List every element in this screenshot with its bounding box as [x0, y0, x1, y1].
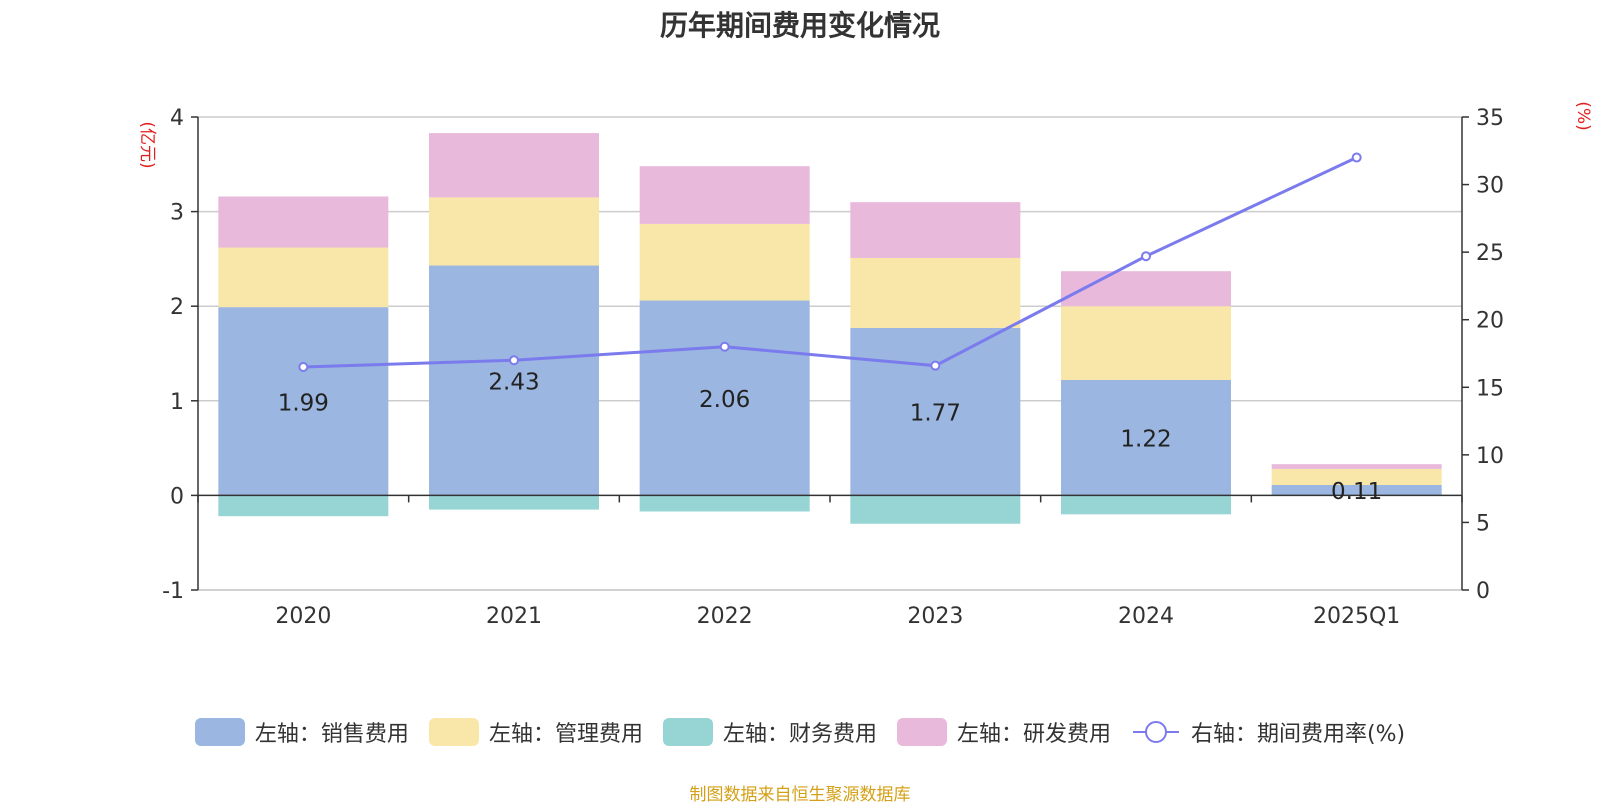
sales-value-label: 2.43 [488, 369, 539, 395]
right-axis-unit-label: (%) [1573, 101, 1593, 130]
legend-label-rnd: 左轴：研发费用 [956, 722, 1111, 747]
sales-value-label: 2.06 [699, 387, 750, 413]
bar-segment [429, 133, 599, 198]
right-axis-tick-label: 35 [1476, 106, 1504, 131]
data-labels: 1.99 2.43 2.06 1.77 1.22 0.11 [278, 369, 1383, 505]
category-label: 2021 [486, 604, 542, 629]
legend-swatch-admin [428, 718, 479, 746]
left-axis-unit-label: (亿元) [137, 121, 157, 168]
category-label: 2022 [697, 604, 753, 629]
left-axis-tick-label: 3 [170, 201, 184, 226]
legend-label-finance: 左轴：财务费用 [722, 722, 877, 747]
rate-point [1351, 152, 1362, 163]
bar-segment [1061, 379, 1231, 496]
sales-value-label: 0.11 [1331, 479, 1382, 505]
bar-segment [850, 257, 1021, 328]
legend-item-rate[interactable]: 右轴：期间费用率(%) [1131, 716, 1405, 748]
rate-point [1141, 251, 1151, 262]
sales-value-label: 1.77 [910, 401, 961, 427]
source-note: 制图数据来自恒生聚源数据库 [689, 785, 911, 805]
right-axis-tick-label: 10 [1476, 444, 1504, 469]
sales-value-label: 1.22 [1120, 427, 1171, 453]
bar-segment [429, 197, 599, 266]
bar-segment [1061, 495, 1231, 515]
legend-item-admin[interactable]: 左轴：管理费用 [428, 716, 643, 748]
right-axis-tick-label: 30 [1476, 174, 1504, 199]
legend-line-marker-icon [1132, 721, 1179, 743]
left-axis-tick-label: -1 [162, 579, 184, 604]
legend-label-admin: 左轴：管理费用 [488, 722, 643, 747]
bar-segment [639, 223, 810, 301]
legend-item-sales[interactable]: 左轴：销售费用 [194, 716, 409, 748]
left-axis-tick-label: 1 [170, 390, 184, 415]
bar-segment [218, 196, 389, 248]
bar-segment [850, 327, 1021, 496]
legend-item-finance[interactable]: 左轴：财务费用 [662, 716, 877, 748]
right-axis-tick-label: 20 [1476, 309, 1504, 334]
rate-point [930, 360, 941, 371]
bar-segment [429, 265, 599, 496]
legend-swatch-rnd [896, 718, 947, 746]
rate-line-series [298, 152, 1362, 373]
right-axis-tick-label: 25 [1476, 241, 1504, 266]
bar-segment [218, 307, 389, 496]
legend-label-rate: 右轴：期间费用率(%) [1190, 722, 1406, 747]
bar-segment [1061, 306, 1231, 380]
legend-swatch-finance [662, 718, 713, 746]
category-label: 2024 [1118, 604, 1174, 629]
rate-point [509, 355, 519, 366]
left-axis-tick-label: 0 [170, 484, 184, 509]
legend-item-rnd[interactable]: 左轴：研发费用 [896, 716, 1111, 748]
bar-segment [850, 495, 1021, 524]
grid-lines [198, 116, 1462, 591]
bar-segment [1271, 464, 1442, 469]
bar-segment [639, 166, 810, 224]
bar-series [218, 133, 1442, 524]
chart-title: 历年期间费用变化情况 [659, 9, 940, 42]
right-axis-tick-label: 5 [1476, 511, 1490, 536]
bar-segment [218, 495, 389, 517]
category-label: 2023 [907, 604, 963, 629]
category-label: 2020 [275, 604, 331, 629]
bar-segment [1271, 484, 1442, 496]
bar-segment [639, 300, 810, 496]
bar-segment [429, 495, 599, 510]
right-axis-tick-label: 0 [1476, 579, 1490, 604]
right-axis-tick-label: 15 [1476, 376, 1504, 401]
legend-swatch-sales [194, 718, 245, 746]
bar-segment [218, 247, 389, 308]
rate-point [298, 362, 309, 373]
bar-segment [1061, 271, 1231, 307]
category-label: 2025Q1 [1313, 604, 1400, 629]
bar-segment [850, 202, 1021, 258]
bar-segment [1271, 468, 1442, 485]
bar-segment [639, 495, 810, 512]
rate-point [719, 341, 730, 352]
sales-value-label: 1.99 [278, 390, 329, 416]
left-axis-tick-label: 4 [170, 106, 184, 131]
legend: 左轴：销售费用 左轴：管理费用 左轴：财务费用 左轴：研发费用 右轴：期间费用率… [0, 716, 1600, 748]
legend-label-sales: 左轴：销售费用 [254, 722, 409, 747]
left-axis-tick-label: 2 [170, 295, 184, 320]
rate-line [303, 156, 1358, 369]
